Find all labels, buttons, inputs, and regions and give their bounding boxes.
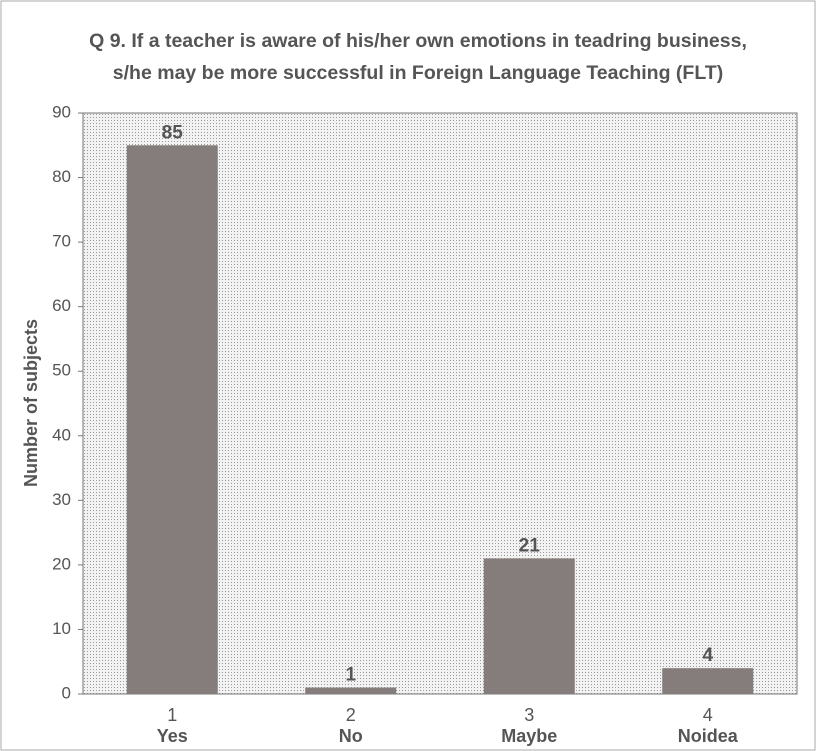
y-tick-label: 50 [52,361,71,380]
y-tick-label: 0 [62,683,71,702]
bar [662,668,754,694]
data-label: 21 [519,535,541,556]
y-tick-label: 10 [52,619,71,638]
x-tick-label: No [339,726,363,746]
x-tick-label: 1 [167,705,177,725]
x-tick-label: 3 [524,705,534,725]
x-tick-label: 2 [346,705,356,725]
x-tick-label: 4 [703,705,713,725]
chart-title: s/he may be more successful in Foreign L… [113,62,723,84]
y-tick-label: 40 [52,425,71,444]
y-tick-label: 90 [52,102,71,121]
bar [483,558,575,694]
x-tick-label: Yes [157,726,188,746]
data-label: 4 [702,645,713,666]
y-tick-label: 80 [52,167,71,186]
y-tick-label: 70 [52,232,71,251]
x-tick-label: Maybe [501,726,557,746]
x-tick-label: Noidea [678,726,739,746]
data-label: 85 [162,122,184,143]
bar [126,145,218,694]
y-axis-label: Number of subjects [21,319,41,487]
chart-title: Q 9. If a teacher is aware of his/her ow… [89,30,747,52]
data-label: 1 [345,665,356,686]
y-tick-label: 60 [52,296,71,315]
y-tick-label: 20 [52,554,71,573]
y-tick-label: 30 [52,490,71,509]
bar [305,687,397,694]
